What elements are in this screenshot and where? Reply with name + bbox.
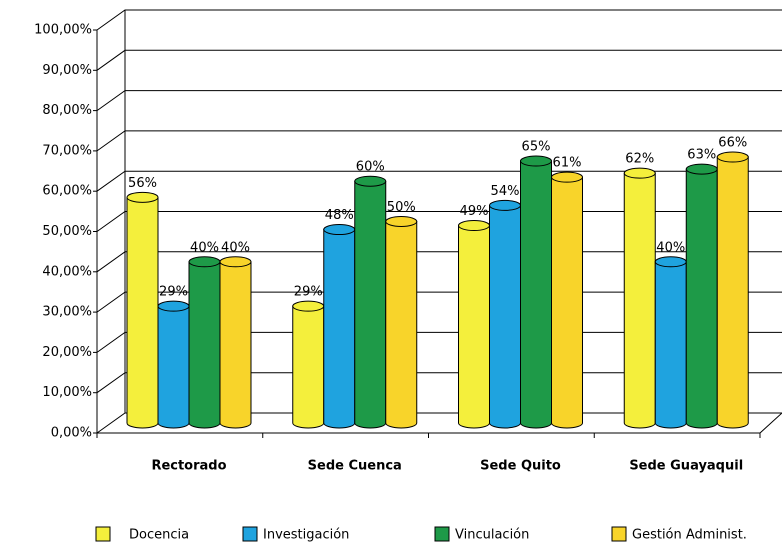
- value-label: 40%: [190, 240, 219, 255]
- legend-label: Vinculación: [455, 528, 529, 543]
- value-label: 61%: [553, 156, 582, 171]
- value-label: 56%: [128, 176, 157, 191]
- bar-top: [685, 163, 718, 175]
- legend-label: Investigación: [263, 528, 349, 543]
- x-tick-label: Sede Quito: [480, 459, 561, 474]
- legend-swatch: [95, 526, 111, 542]
- y-tick-label: 40,00%: [42, 264, 92, 279]
- bar: [157, 305, 190, 429]
- bar: [716, 156, 749, 429]
- value-label: 40%: [221, 240, 250, 255]
- legend-swatch: [434, 526, 450, 542]
- x-tick-label: Rectorado: [151, 459, 226, 474]
- bar: [623, 172, 656, 429]
- value-label: 29%: [294, 285, 323, 300]
- value-label: 54%: [491, 184, 520, 199]
- y-tick-label: 30,00%: [42, 305, 92, 320]
- bar: [219, 261, 252, 429]
- bar: [685, 168, 718, 429]
- bar-top: [157, 300, 190, 312]
- bar: [323, 229, 356, 429]
- y-tick-label: 90,00%: [42, 63, 92, 78]
- bar-top: [551, 171, 583, 183]
- bar-top: [623, 167, 656, 179]
- bar-top: [520, 155, 552, 167]
- legend-swatch: [242, 526, 258, 542]
- value-label: 66%: [718, 136, 747, 151]
- bar: [385, 221, 418, 429]
- legend-swatch: [611, 526, 627, 542]
- y-tick-label: 10,00%: [42, 385, 92, 400]
- bar-top: [292, 300, 325, 312]
- bar: [354, 180, 387, 429]
- grid-line: [96, 49, 782, 71]
- bar: [489, 204, 521, 429]
- bar-top: [385, 216, 418, 227]
- value-label: 63%: [687, 148, 716, 163]
- y-tick-label: 0,00%: [51, 426, 92, 441]
- bar: [292, 305, 325, 429]
- value-label: 40%: [656, 240, 685, 255]
- y-tick-label: 50,00%: [42, 224, 92, 239]
- y-tick-label: 60,00%: [42, 184, 92, 199]
- bar: [520, 160, 552, 429]
- value-label: 49%: [460, 204, 489, 219]
- bar: [188, 261, 221, 429]
- bar-top: [458, 220, 490, 232]
- y-tick-label: 20,00%: [42, 345, 92, 360]
- grid-line: [96, 130, 782, 152]
- bar-top: [654, 256, 687, 268]
- value-label: 65%: [522, 140, 551, 155]
- bar-top: [354, 175, 387, 187]
- bar-top: [323, 224, 356, 236]
- bar: [551, 176, 583, 429]
- y-tick-label: 80,00%: [42, 103, 92, 118]
- bar-top: [716, 151, 749, 163]
- value-label: 29%: [159, 285, 188, 300]
- x-tick-label: Sede Guayaquil: [629, 459, 743, 474]
- grid-line: [96, 211, 782, 232]
- grid-line: [96, 170, 782, 192]
- value-label: 48%: [325, 208, 354, 223]
- y-tick-label: 100,00%: [34, 23, 92, 38]
- legend-label: Gestión Administ.: [632, 528, 747, 543]
- grid-line: [96, 90, 782, 112]
- grid-line: [96, 9, 782, 31]
- bar-top: [219, 256, 252, 268]
- value-label: 50%: [387, 200, 416, 215]
- bar-top: [126, 191, 159, 203]
- bar: [458, 225, 490, 429]
- legend-label: Docencia: [129, 528, 189, 543]
- bar-top: [489, 199, 521, 211]
- y-tick-label: 70,00%: [42, 143, 92, 158]
- bar-top: [188, 256, 221, 268]
- bar: [126, 196, 159, 429]
- bar: [654, 261, 687, 429]
- x-tick-label: Sede Cuenca: [308, 459, 402, 474]
- value-label: 60%: [356, 160, 385, 175]
- value-label: 62%: [625, 152, 654, 167]
